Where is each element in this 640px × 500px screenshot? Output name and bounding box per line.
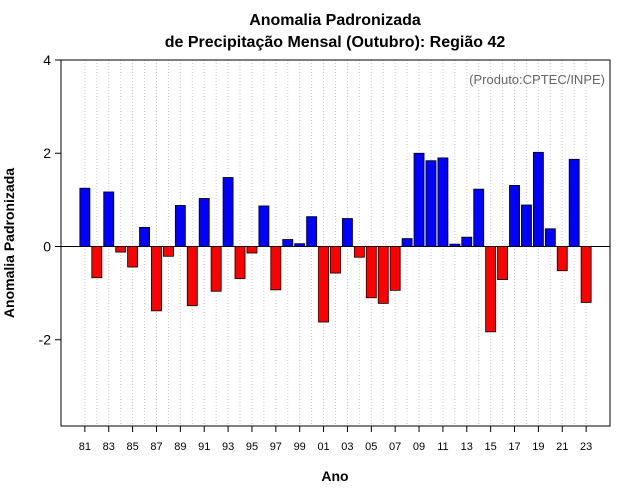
x-tick-label: 13: [461, 441, 473, 453]
bar-22: [568, 158, 580, 247]
bar-06: [377, 246, 389, 304]
x-tick-label: 15: [485, 441, 497, 453]
x-tick-label: 09: [413, 441, 425, 453]
bar-11: [437, 157, 449, 247]
bar-14: [473, 188, 485, 247]
x-tick-label: 97: [270, 441, 282, 453]
bar-18: [521, 204, 532, 247]
x-tick-label: 93: [222, 441, 234, 453]
bar-07: [389, 246, 401, 291]
y-tick-label: 2: [43, 145, 51, 161]
x-tick-label: 07: [389, 441, 401, 453]
bar-20: [544, 228, 556, 247]
bar-03: [342, 218, 353, 247]
x-axis: 81 83 85 87 89 91 93 95 97 99 01 03 05 07 09 11 13 15 17 19…: [79, 426, 592, 453]
bar-85: [127, 246, 139, 268]
chart-title-line-1: Anomalia Padronizada: [249, 12, 421, 29]
bar-87: [151, 246, 162, 312]
bar-08: [401, 238, 413, 247]
y-tick-label: 4: [43, 52, 51, 68]
bar-00: [306, 216, 318, 247]
bar-10: [425, 160, 437, 247]
bar-23: [580, 246, 592, 303]
bar-16: [497, 246, 508, 280]
x-tick-label: 85: [126, 441, 138, 453]
y-axis-label: Anomalia Padronizada: [1, 168, 17, 318]
bar-89: [174, 205, 186, 247]
x-tick-label: 01: [317, 441, 329, 453]
x-tick-label: 81: [79, 441, 91, 453]
bar-98: [282, 239, 294, 247]
bar-82: [91, 246, 103, 279]
bar-04: [353, 246, 365, 258]
x-tick-label: 87: [150, 441, 162, 453]
bar-13: [461, 236, 473, 247]
x-tick-label: 11: [437, 441, 448, 453]
credit-note: (Produto:CPTEC/INPE): [469, 72, 605, 87]
bar-17: [509, 185, 520, 247]
bar-95: [246, 246, 258, 254]
bar-93: [222, 177, 234, 247]
chart-title-line-2: de Precipitação Mensal (Outubro): Região…: [165, 34, 506, 51]
y-axis: 4 2 0 -2: [39, 52, 61, 348]
bar-09: [413, 152, 425, 247]
bar-96: [258, 205, 270, 247]
x-axis-label: Ano: [321, 468, 348, 484]
x-tick-label: 17: [508, 441, 520, 453]
x-tick-label: 05: [365, 441, 377, 453]
x-tick-label: 89: [174, 441, 186, 453]
y-tick-label: -2: [39, 332, 52, 348]
bar-81: [79, 187, 91, 247]
x-tick-label: 23: [580, 441, 592, 453]
plot-frame: [60, 59, 611, 427]
y-tick-label: 0: [43, 238, 51, 254]
x-tick-label: 21: [556, 441, 568, 453]
bar-19: [532, 151, 544, 247]
bar-83: [103, 191, 115, 247]
bar-86: [139, 226, 150, 247]
bar-88: [163, 246, 174, 257]
x-tick-label: 99: [294, 441, 306, 453]
bar-90: [186, 246, 198, 307]
bar-15: [485, 246, 497, 333]
bar-05: [365, 246, 377, 299]
bar-91: [198, 198, 210, 247]
x-tick-label: 91: [198, 441, 210, 453]
bar-12: [449, 243, 461, 247]
bar-94: [234, 246, 246, 280]
bar-97: [270, 246, 282, 291]
bar-99: [294, 243, 306, 247]
x-tick-label: 83: [103, 441, 115, 453]
bar-02: [330, 246, 341, 274]
bar-21: [556, 246, 568, 272]
bar-84: [115, 246, 127, 253]
bars: [79, 151, 592, 333]
x-tick-label: 95: [246, 441, 258, 453]
x-tick-label: 19: [532, 441, 544, 453]
bar-92: [210, 246, 222, 292]
bar-01: [318, 246, 329, 323]
x-tick-label: 03: [341, 441, 353, 453]
